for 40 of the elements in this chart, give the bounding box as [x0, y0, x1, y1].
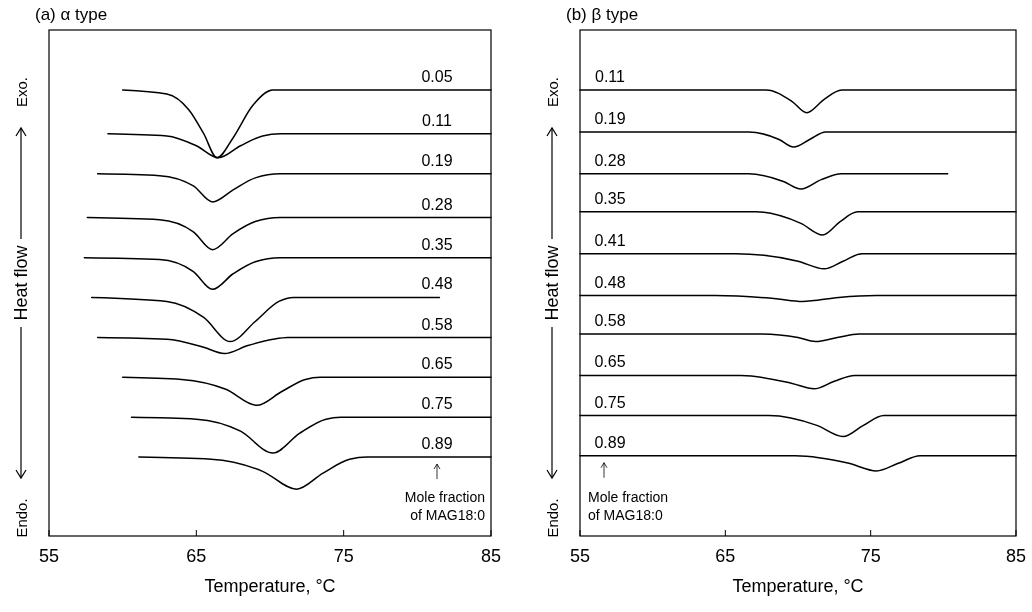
text: Exo. [13, 76, 30, 108]
annotation: Mole fraction of MAG18:0 [588, 489, 669, 523]
x-axis-title: Temperature, °C [204, 576, 336, 596]
series-label: 0.11 [422, 111, 453, 129]
series-label: 0.41 [594, 231, 626, 249]
x-tick-label: 65 [186, 546, 207, 566]
series-label: 0.48 [421, 275, 453, 293]
text: Exo. [544, 76, 561, 108]
series-label: 0.58 [594, 311, 626, 329]
series-label: 0.65 [594, 353, 626, 371]
series-label: 0.75 [594, 393, 626, 411]
series-label: 0.75 [421, 395, 453, 413]
series-label: 0.28 [421, 195, 453, 213]
series-label: 0.11 [595, 68, 626, 85]
x-tick-label: 85 [480, 546, 502, 566]
series-label: 0.35 [594, 189, 626, 207]
series-label: 0.48 [594, 273, 626, 291]
chart-title: (b) β type [566, 5, 639, 24]
series-label: 0.05 [421, 68, 453, 85]
x-tick-label: 75 [333, 546, 354, 566]
chart-title: (a) α type [35, 5, 108, 24]
x-tick-label: 75 [860, 546, 881, 566]
series-label: 0.19 [421, 151, 453, 169]
y-axis-title: Heat flow [542, 244, 562, 321]
series-label: 0.89 [594, 433, 626, 451]
y-axis-title: Heat flow [11, 244, 31, 321]
x-tick-label: 55 [38, 546, 60, 566]
series-label: 0.35 [421, 235, 453, 253]
series-label: 0.89 [421, 435, 453, 453]
x-tick-label: 55 [569, 546, 591, 566]
series-label: 0.58 [421, 315, 453, 333]
series-label: 0.19 [594, 109, 626, 127]
series-label: 0.28 [594, 151, 626, 169]
x-tick-label: 65 [715, 546, 736, 566]
x-axis-title: Temperature, °C [732, 576, 864, 596]
series-label: 0.65 [421, 355, 453, 373]
x-tick-label: 85 [1005, 546, 1027, 566]
text: Endo. [544, 498, 561, 538]
text: Endo. [13, 498, 30, 538]
annotation: Mole fraction of MAG18:0 [404, 489, 486, 523]
